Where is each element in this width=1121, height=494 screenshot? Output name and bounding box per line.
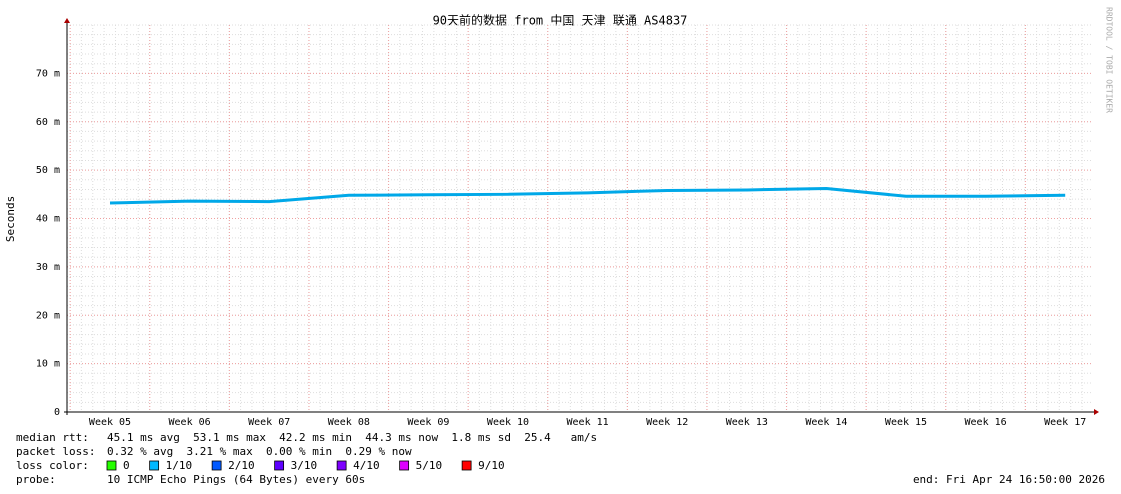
- chart-title: 90天前的数据 from 中国 天津 联通 AS4837: [433, 13, 688, 28]
- legend-label: packet loss:: [16, 445, 95, 458]
- x-tick-label: Week 06: [169, 417, 211, 428]
- x-tick-label: Week 09: [407, 417, 449, 428]
- stats-text: 0.32 % avg 3.21 % max 0.00 % min 0.29 % …: [107, 445, 412, 458]
- y-axis-label: Seconds: [4, 196, 17, 242]
- axis-arrow: [64, 18, 70, 23]
- y-tick-label: 20 m: [36, 310, 60, 321]
- stats-text: 45.1 ms avg 53.1 ms max 42.2 ms min 44.3…: [107, 431, 597, 444]
- legend-item: 3/10: [291, 459, 318, 472]
- legend-item: 1/10: [166, 459, 193, 472]
- y-tick-label: 50 m: [36, 165, 60, 176]
- legend-item: 9/10: [478, 459, 505, 472]
- x-tick-label: Week 11: [567, 417, 609, 428]
- legend-swatch: [399, 460, 410, 471]
- legend-swatch: [211, 460, 222, 471]
- legend-item: 2/10: [228, 459, 255, 472]
- y-tick-label: 40 m: [36, 214, 60, 225]
- y-tick-label: 60 m: [36, 117, 60, 128]
- x-tick-label: Week 12: [646, 417, 688, 428]
- legend-item: 0: [123, 459, 130, 472]
- probe-text: 10 ICMP Echo Pings (64 Bytes) every 60s: [107, 473, 365, 486]
- y-tick-label: 30 m: [36, 262, 60, 273]
- legend-swatch: [461, 460, 472, 471]
- legend-label: median rtt:: [16, 431, 89, 444]
- legend-swatch: [274, 460, 285, 471]
- series-line: [109, 187, 1066, 205]
- legend-label: probe:: [16, 473, 56, 486]
- x-tick-label: Week 15: [885, 417, 927, 428]
- legend-swatch: [336, 460, 347, 471]
- axis-arrow: [1094, 409, 1099, 415]
- x-tick-label: Week 08: [328, 417, 370, 428]
- x-tick-label: Week 14: [805, 417, 847, 428]
- legend-item: 4/10: [353, 459, 380, 472]
- x-tick-label: Week 07: [248, 417, 290, 428]
- y-tick-label: 10 m: [36, 359, 60, 370]
- legend-swatch: [106, 460, 117, 471]
- legend-item: 5/10: [416, 459, 443, 472]
- legend-swatch: [149, 460, 160, 471]
- end-time: end: Fri Apr 24 16:50:00 2026: [913, 473, 1105, 486]
- y-tick-label: 0: [54, 407, 60, 418]
- y-tick-label: 70 m: [36, 68, 60, 79]
- legend-label: loss color:: [16, 459, 89, 472]
- x-tick-label: Week 13: [726, 417, 768, 428]
- watermark: RRDTOOL / TOBI OETIKER: [1105, 7, 1114, 113]
- x-tick-label: Week 17: [1044, 417, 1086, 428]
- x-tick-label: Week 10: [487, 417, 529, 428]
- x-tick-label: Week 05: [89, 417, 131, 428]
- x-tick-label: Week 16: [965, 417, 1007, 428]
